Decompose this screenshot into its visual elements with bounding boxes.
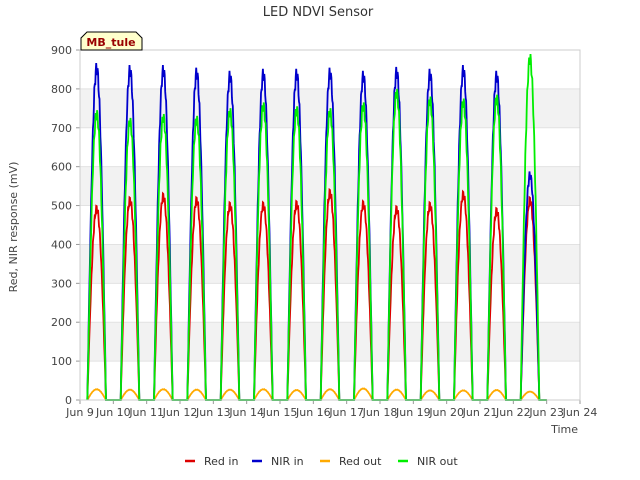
y-axis-ticks: 0 100 200 300 400 500 600 700 800 900	[51, 44, 80, 407]
x-tick-label: Jun 19	[395, 406, 431, 419]
grid-band	[80, 127, 580, 167]
legend-label: Red in	[204, 455, 238, 468]
x-tick-label: Jun 17	[328, 406, 364, 419]
y-tick-label: 400	[51, 238, 72, 251]
legend-label: NIR in	[271, 455, 304, 468]
site-label-badge: MB_tule	[80, 31, 143, 51]
y-tick-label: 300	[51, 277, 72, 290]
y-tick-label: 900	[51, 44, 72, 57]
y-tick-label: 800	[51, 83, 72, 96]
y-tick-label: 500	[51, 200, 72, 213]
x-tick-label: Jun 15	[262, 406, 298, 419]
grid-band	[80, 322, 580, 362]
x-tick-label: Jun 9	[65, 406, 94, 419]
y-tick-label: 600	[51, 161, 72, 174]
x-tick-label: Jun 21	[462, 406, 498, 419]
x-tick-label: Jun 20	[428, 406, 464, 419]
x-tick-label: Jun 24	[562, 406, 598, 419]
legend-label: Red out	[339, 455, 382, 468]
grid-band	[80, 283, 580, 323]
grid-band	[80, 205, 580, 245]
legend-label: NIR out	[417, 455, 458, 468]
y-tick-label: 100	[51, 355, 72, 368]
x-tick-label: Jun 23	[528, 406, 564, 419]
y-tick-label: 200	[51, 316, 72, 329]
site-label-text: MB_tule	[86, 36, 135, 49]
x-tick-label: Jun 11	[128, 406, 164, 419]
legend: Red in NIR in Red out NIR out	[185, 455, 458, 468]
y-tick-label: 700	[51, 122, 72, 135]
grid-band	[80, 361, 580, 400]
chart-title: LED NDVI Sensor	[263, 5, 374, 20]
grid-band	[80, 244, 580, 284]
x-tick-label: Jun 16	[295, 406, 331, 419]
x-tick-label: Jun 12	[162, 406, 198, 419]
grid-band	[80, 166, 580, 206]
x-tick-label: Jun 13	[195, 406, 231, 419]
plot-frame	[79, 49, 581, 401]
x-tick-label: Jun 14	[228, 406, 264, 419]
y-axis-label: Red, NIR response (mV)	[7, 162, 20, 293]
y-tick-label: 0	[65, 394, 72, 407]
x-tick-label: Jun 18	[362, 406, 398, 419]
x-axis-label: Time	[550, 423, 578, 436]
x-tick-label: Jun 10	[95, 406, 131, 419]
x-tick-label: Jun 22	[495, 406, 531, 419]
